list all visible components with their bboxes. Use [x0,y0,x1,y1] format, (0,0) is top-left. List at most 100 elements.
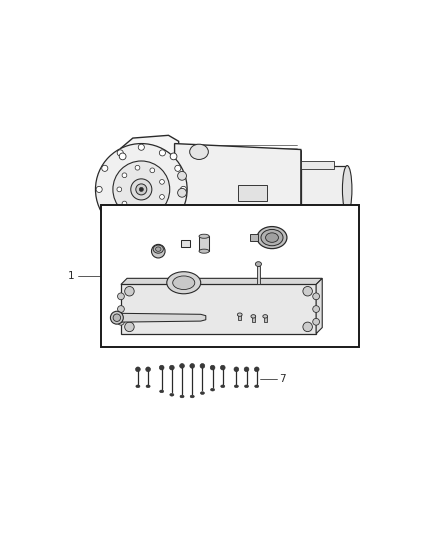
Circle shape [138,144,145,150]
Bar [257,266,260,285]
Ellipse shape [211,389,215,391]
Circle shape [135,165,140,170]
Circle shape [170,365,174,370]
Ellipse shape [251,314,256,318]
Circle shape [146,367,151,372]
Bar [329,219,336,228]
Circle shape [254,367,259,372]
Circle shape [159,223,166,229]
Circle shape [303,286,312,296]
Ellipse shape [190,395,194,398]
Circle shape [178,205,187,214]
Bar [238,185,267,201]
Circle shape [150,206,155,211]
Circle shape [210,365,215,370]
Circle shape [131,179,152,200]
Circle shape [117,305,124,312]
Circle shape [135,209,140,213]
Ellipse shape [152,245,165,258]
Circle shape [303,322,312,332]
Circle shape [125,322,134,332]
Circle shape [119,219,126,226]
Circle shape [234,367,239,372]
Bar [238,314,241,320]
Ellipse shape [221,385,225,387]
Circle shape [102,165,108,172]
Bar [101,205,359,347]
Text: 7: 7 [279,375,286,384]
Ellipse shape [200,392,205,394]
Circle shape [175,207,181,214]
Circle shape [220,365,225,370]
Circle shape [175,165,181,172]
Circle shape [190,364,194,368]
Ellipse shape [136,385,140,387]
Ellipse shape [255,262,261,266]
Text: 9: 9 [189,332,195,342]
Circle shape [136,184,147,195]
Text: 4: 4 [155,222,162,232]
Ellipse shape [244,385,249,387]
Circle shape [117,293,124,300]
Circle shape [159,365,164,370]
Polygon shape [316,278,322,334]
Ellipse shape [146,385,150,387]
Ellipse shape [307,219,311,228]
Circle shape [180,187,187,192]
Ellipse shape [263,314,268,318]
Text: 8: 8 [314,245,321,254]
Ellipse shape [190,144,208,159]
Ellipse shape [343,166,352,213]
Circle shape [159,195,164,199]
Ellipse shape [180,395,184,398]
Polygon shape [121,278,322,285]
Ellipse shape [237,313,242,317]
Ellipse shape [153,245,163,253]
Circle shape [170,219,177,226]
Circle shape [96,187,102,192]
Bar [309,219,330,228]
Bar [264,317,267,322]
Circle shape [170,153,177,160]
Ellipse shape [159,390,164,393]
Bar [250,234,258,241]
Circle shape [200,364,205,368]
Ellipse shape [199,234,209,238]
Circle shape [117,318,124,325]
Circle shape [122,173,127,177]
Ellipse shape [199,249,209,253]
Circle shape [117,223,123,229]
Bar [301,161,334,169]
Circle shape [313,318,320,325]
Circle shape [125,286,134,296]
Ellipse shape [173,276,195,289]
Circle shape [244,367,249,372]
Text: 3: 3 [231,220,238,230]
Ellipse shape [325,219,332,228]
Ellipse shape [155,247,161,252]
Polygon shape [118,313,206,322]
Circle shape [122,201,127,206]
Bar [251,317,255,322]
Circle shape [135,367,140,372]
Ellipse shape [113,314,120,321]
Circle shape [102,207,108,214]
Circle shape [159,180,164,184]
Bar [121,285,316,334]
Circle shape [138,229,145,235]
Circle shape [117,150,123,156]
Ellipse shape [167,272,201,294]
Circle shape [139,187,143,191]
Text: 2: 2 [310,232,317,243]
Text: 1: 1 [68,271,74,281]
Ellipse shape [234,385,238,387]
Circle shape [113,161,170,218]
Ellipse shape [261,229,283,246]
Circle shape [159,150,166,156]
Ellipse shape [110,311,124,324]
Bar [199,236,209,251]
Ellipse shape [265,233,279,243]
Text: 5: 5 [119,240,126,250]
Circle shape [117,187,122,192]
Circle shape [178,188,187,197]
